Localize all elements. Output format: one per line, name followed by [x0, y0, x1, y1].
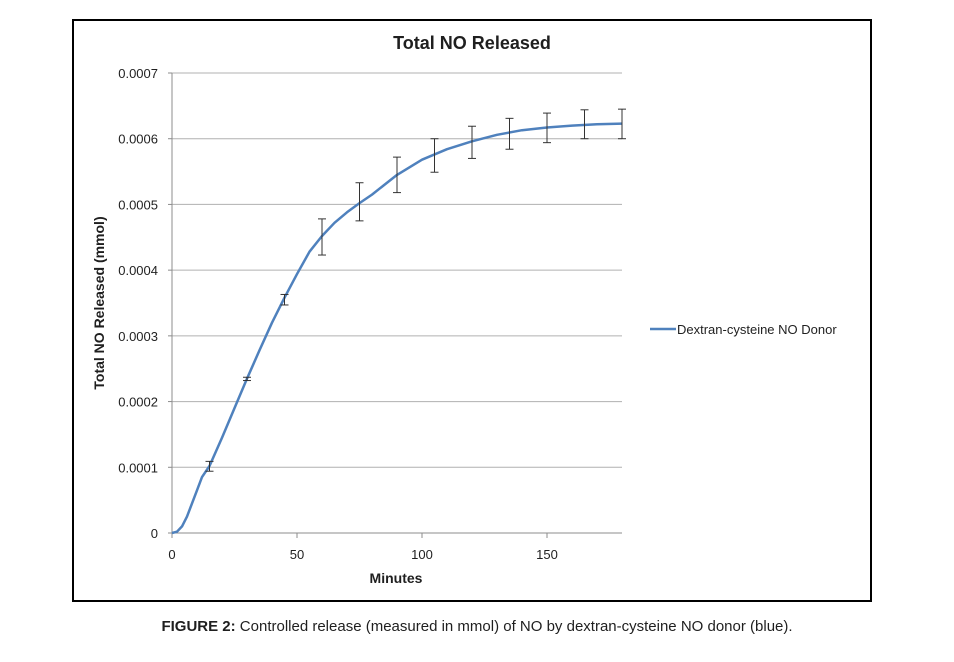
x-tick-label: 0 — [168, 547, 175, 562]
x-axis-label: Minutes — [370, 570, 423, 586]
figure-caption: FIGURE 2: Controlled release (measured i… — [0, 618, 954, 635]
x-tick-label: 100 — [411, 547, 433, 562]
y-tick-label: 0.0007 — [118, 66, 158, 81]
y-tick-label: 0 — [151, 526, 158, 541]
y-tick-label: 0.0003 — [118, 329, 158, 344]
x-tick-label: 150 — [536, 547, 558, 562]
y-tick-label: 0.0002 — [118, 395, 158, 410]
y-axis-label: Total NO Released (mmol) — [91, 216, 107, 389]
chart: Total NO Released 0 0.0001 0.0002 0.0003 0.00… — [91, 33, 837, 586]
y-tick-label: 0.0005 — [118, 197, 158, 212]
x-tick-label: 50 — [290, 547, 304, 562]
chart-title: Total NO Released — [393, 33, 551, 53]
legend-label: Dextran-cysteine NO Donor — [677, 322, 837, 337]
y-tick-label: 0.0001 — [118, 460, 158, 475]
series-line — [171, 122, 623, 535]
y-tick-label: 0.0004 — [118, 263, 158, 278]
chart-frame — [72, 19, 872, 602]
y-tick-label: 0.0006 — [118, 132, 158, 147]
caption-text: Controlled release (measured in mmol) of… — [235, 618, 793, 635]
caption-label: FIGURE 2: — [161, 618, 236, 635]
